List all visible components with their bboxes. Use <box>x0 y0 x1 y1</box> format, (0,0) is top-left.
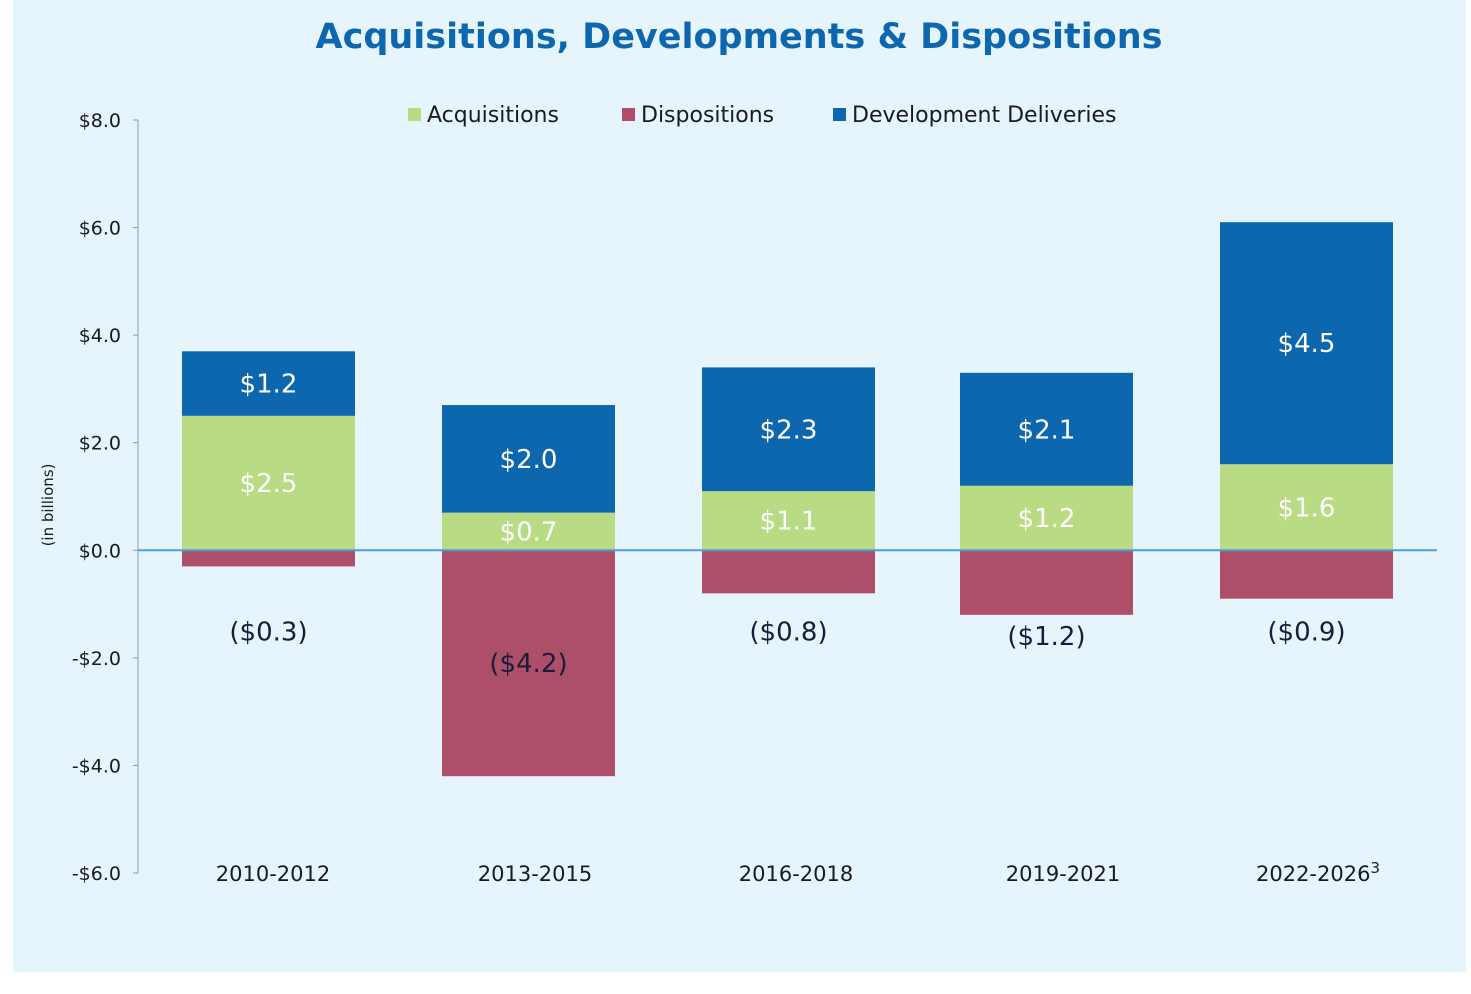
data-label-acquisitions: $0.7 <box>500 517 558 547</box>
bar-acquisitions <box>1220 464 1393 551</box>
data-label-development-deliveries: $4.5 <box>1278 329 1336 359</box>
data-label-acquisitions: $1.2 <box>1018 504 1076 534</box>
bar-dispositions <box>442 550 615 777</box>
y-tick-label: -$4.0 <box>72 755 121 777</box>
y-axis: $8.0 $6.0 $4.0 $2.0 $0.0 -$2.0 -$4.0 -$6.0 <box>72 110 139 885</box>
bar-acquisitions <box>442 512 615 551</box>
data-label-development-deliveries: $2.1 <box>1018 415 1076 445</box>
data-label-development-deliveries: $2.0 <box>500 445 558 475</box>
bar-development-deliveries <box>702 367 875 492</box>
bar-acquisitions <box>182 415 355 551</box>
data-label-acquisitions: $2.5 <box>240 469 298 499</box>
legend-swatch <box>408 108 421 121</box>
y-tick-label: -$6.0 <box>72 863 121 885</box>
x-category-label: 2022-20263 <box>1256 859 1380 886</box>
bar-acquisitions <box>702 491 875 551</box>
data-label-development-deliveries: $2.3 <box>760 415 818 445</box>
y-tick-label: $4.0 <box>79 325 121 347</box>
data-label-acquisitions: $1.1 <box>760 507 818 537</box>
bar-dispositions <box>960 550 1133 615</box>
bar-dispositions <box>1220 550 1393 599</box>
data-label-development-deliveries: $1.2 <box>240 370 298 400</box>
x-category-label: 2019-2021 <box>1006 862 1120 886</box>
legend-swatch <box>622 108 635 121</box>
y-tick-label: $2.0 <box>79 433 121 455</box>
data-label-acquisitions: $1.6 <box>1278 493 1336 523</box>
data-label-dispositions: ($1.2) <box>1007 622 1085 652</box>
bar-dispositions <box>182 550 355 567</box>
data-label-dispositions: ($0.3) <box>229 617 307 647</box>
category-labels: 2010-2012 2013-2015 2016-2018 2019-2021 2022… <box>216 859 1380 886</box>
x-category-label: 2016-2018 <box>739 862 853 886</box>
bar-development-deliveries <box>960 372 1133 486</box>
bar-development-deliveries <box>1220 222 1393 465</box>
data-label-dispositions: ($4.2) <box>489 649 567 679</box>
legend-label: Development Deliveries <box>852 103 1117 128</box>
bars <box>138 222 1437 777</box>
legend: Acquisitions Dispositions Development Deli… <box>408 103 1117 128</box>
y-tick-label: $0.0 <box>79 540 121 562</box>
data-labels: $2.5 $1.2 ($0.3) $0.7 $2.0 ($4.2) $1.1 $2.3 ($0.… <box>229 329 1345 679</box>
y-tick-label: -$2.0 <box>72 648 121 670</box>
y-tick-label: $8.0 <box>79 110 121 132</box>
bar-dispositions <box>702 550 875 594</box>
x-category-label: 2010-2012 <box>216 862 330 886</box>
bar-development-deliveries <box>442 405 615 513</box>
legend-label: Dispositions <box>641 103 774 128</box>
legend-label: Acquisitions <box>427 103 559 128</box>
bar-development-deliveries <box>182 351 355 416</box>
data-label-dispositions: ($0.9) <box>1267 617 1345 647</box>
data-label-dispositions: ($0.8) <box>749 617 827 647</box>
x-category-label: 2013-2015 <box>478 862 592 886</box>
bar-acquisitions <box>960 485 1133 551</box>
legend-swatch <box>833 108 846 121</box>
y-tick-label: $6.0 <box>79 218 121 240</box>
y-axis-label: (in billions) <box>39 464 57 547</box>
chart-title: Acquisitions, Developments & Disposition… <box>316 17 1163 57</box>
